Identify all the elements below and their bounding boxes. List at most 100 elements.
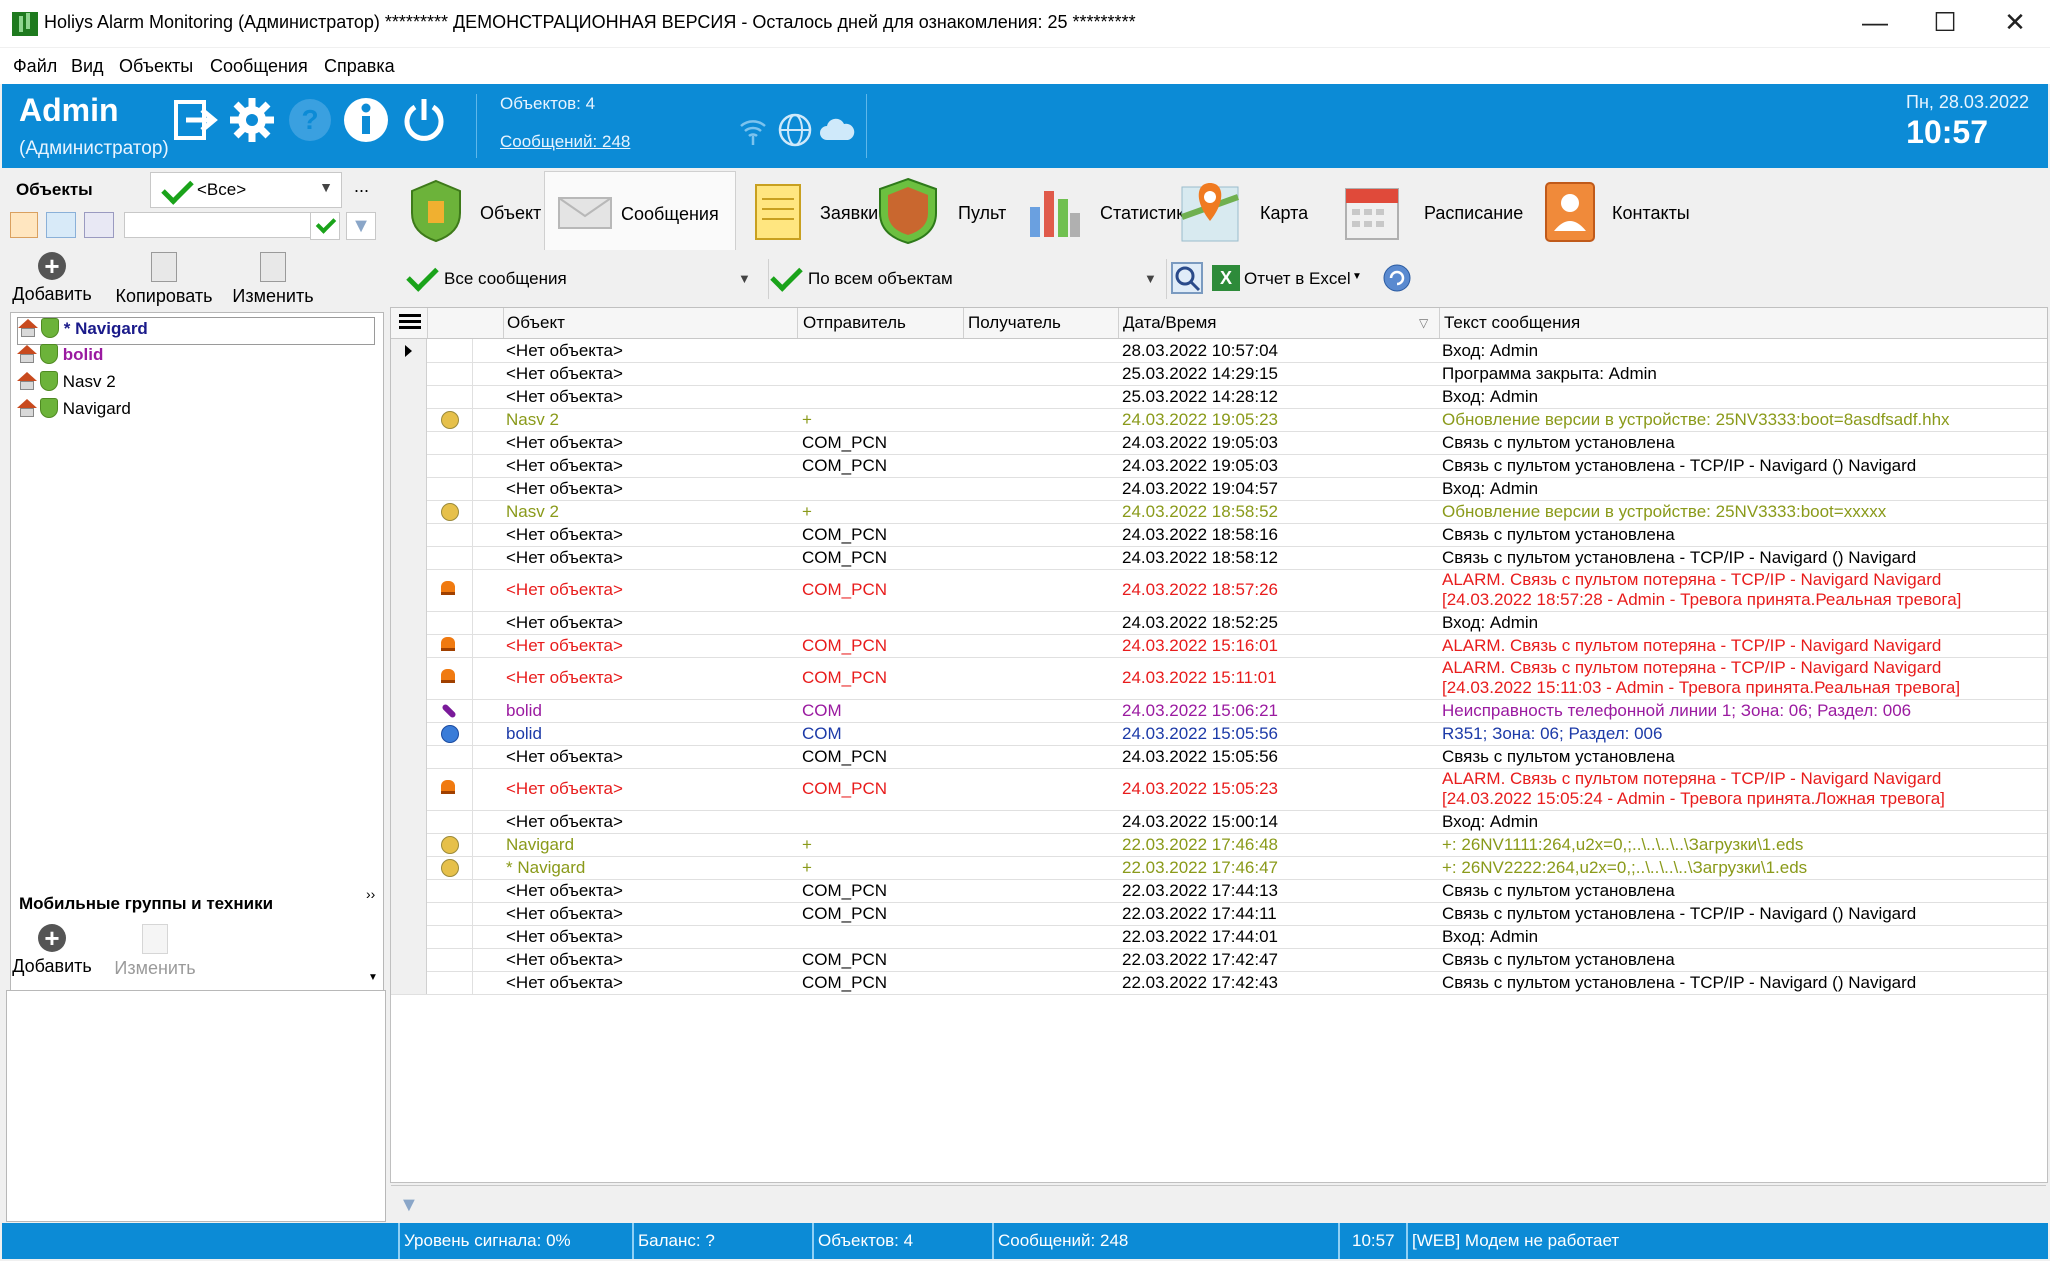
tab-console[interactable]: Пульт xyxy=(878,171,1008,249)
binoculars-icon[interactable] xyxy=(84,212,114,238)
row-selector[interactable] xyxy=(391,477,427,500)
row-selector[interactable] xyxy=(391,768,427,810)
tree-item-navigard[interactable]: Navigard xyxy=(17,398,131,424)
tree-item-bolid[interactable]: bolid xyxy=(17,344,103,370)
objects-filter-combo[interactable]: <Все> ▼ xyxy=(150,172,342,208)
copy-object-button[interactable]: Копировать xyxy=(112,252,216,307)
dropdown-arrow-icon[interactable]: ▼ xyxy=(368,972,378,983)
row-selector[interactable] xyxy=(391,948,427,971)
row-selector[interactable] xyxy=(391,902,427,925)
info-icon[interactable] xyxy=(342,96,390,144)
row-selector[interactable] xyxy=(391,523,427,546)
tab-contacts[interactable]: Контакты xyxy=(1532,171,1702,249)
funnel-filter-icon[interactable]: ▼ xyxy=(399,1194,419,1216)
row-selector[interactable] xyxy=(391,500,427,523)
table-row[interactable]: <Нет объекта> COM_PCN 24.03.2022 15:05:23 A… xyxy=(391,768,2047,811)
row-selector[interactable] xyxy=(391,971,427,994)
row-selector[interactable] xyxy=(391,454,427,477)
header-message-count-link[interactable]: Сообщений: 248 xyxy=(500,132,631,151)
tab-statistics[interactable]: Статистика xyxy=(1014,171,1195,249)
close-button[interactable]: ✕ xyxy=(2004,7,2026,37)
table-row[interactable]: <Нет объекта> 28.03.2022 10:57:04 Вход: Ad… xyxy=(391,339,2047,363)
table-row[interactable]: <Нет объекта> COM_PCN 22.03.2022 17:42:47 С… xyxy=(391,948,2047,972)
table-row[interactable]: <Нет объекта> COM_PCN 24.03.2022 19:05:03 С… xyxy=(391,431,2047,455)
row-selector[interactable] xyxy=(391,611,427,634)
add-mobile-group-button[interactable]: + Добавить xyxy=(12,924,92,977)
table-row[interactable]: <Нет объекта> COM_PCN 22.03.2022 17:42:43 С… xyxy=(391,971,2047,995)
row-selector[interactable] xyxy=(391,699,427,722)
table-row[interactable]: <Нет объекта> COM_PCN 24.03.2022 15:05:56 С… xyxy=(391,745,2047,769)
table-row[interactable]: <Нет объекта> 22.03.2022 17:44:01 Вход: Ad… xyxy=(391,925,2047,949)
row-selector[interactable] xyxy=(391,856,427,879)
row-selector[interactable] xyxy=(391,546,427,569)
tab-messages[interactable]: Сообщения xyxy=(544,171,736,250)
network-filter-icon[interactable] xyxy=(46,212,76,238)
table-row[interactable]: <Нет объекта> COM_PCN 24.03.2022 15:11:01 A… xyxy=(391,657,2047,700)
row-selector[interactable] xyxy=(391,634,427,657)
table-row[interactable]: <Нет объекта> 24.03.2022 19:04:57 Вход: Ad… xyxy=(391,477,2047,501)
tree-item-nasv2[interactable]: Nasv 2 xyxy=(17,371,116,397)
row-selector[interactable] xyxy=(391,879,427,902)
row-selector[interactable] xyxy=(391,569,427,611)
table-row[interactable]: <Нет объекта> 25.03.2022 14:29:15 Программ… xyxy=(391,362,2047,386)
table-row[interactable]: <Нет объекта> COM_PCN 24.03.2022 15:16:01 A… xyxy=(391,634,2047,658)
menu-objects[interactable]: Объекты xyxy=(119,56,194,76)
help-icon[interactable]: ? xyxy=(286,96,334,144)
edit-mobile-group-button[interactable]: Изменить xyxy=(112,924,198,979)
expand-chevron-icon[interactable]: ›› xyxy=(366,886,376,902)
table-row[interactable]: <Нет объекта> COM_PCN 24.03.2022 19:05:03 С… xyxy=(391,454,2047,478)
add-object-button[interactable]: + Добавить xyxy=(12,252,92,305)
column-header-datetime[interactable]: Дата/Время xyxy=(1123,313,1217,332)
table-row[interactable]: bolid COM 24.03.2022 15:06:21 Неисправность… xyxy=(391,699,2047,723)
table-row[interactable]: <Нет объекта> 24.03.2022 15:00:14 Вход: Ad… xyxy=(391,810,2047,834)
table-row[interactable]: bolid COM 24.03.2022 15:05:56 R351; Зона: 0… xyxy=(391,722,2047,746)
table-row[interactable]: Nasv 2 +24.03.2022 19:05:23 Обновление вер… xyxy=(391,408,2047,432)
search-preview-icon[interactable] xyxy=(1170,261,1204,295)
apply-filter-button[interactable] xyxy=(310,212,340,240)
table-row[interactable]: <Нет объекта> 24.03.2022 18:52:25 Вход: Ad… xyxy=(391,611,2047,635)
column-header-sender[interactable]: Отправитель xyxy=(803,313,906,332)
row-selector[interactable] xyxy=(391,408,427,431)
power-icon[interactable] xyxy=(400,96,448,144)
alarm-siren-filter-icon[interactable] xyxy=(10,212,38,238)
table-row[interactable]: <Нет объекта> COM_PCN 24.03.2022 18:58:16 С… xyxy=(391,523,2047,547)
table-row[interactable]: <Нет объекта> 25.03.2022 14:28:12 Вход: Ad… xyxy=(391,385,2047,409)
logout-icon[interactable] xyxy=(172,96,220,144)
menu-file[interactable]: Файл xyxy=(13,56,58,76)
table-row[interactable]: Nasv 2 +24.03.2022 18:58:52 Обновление вер… xyxy=(391,500,2047,524)
row-selector[interactable] xyxy=(391,362,427,385)
funnel-filter-icon[interactable]: ▼ xyxy=(346,212,376,240)
edit-object-button[interactable]: Изменить xyxy=(230,252,316,307)
maximize-button[interactable]: ☐ xyxy=(1933,7,1957,37)
row-selector[interactable] xyxy=(391,925,427,948)
row-selector[interactable] xyxy=(391,745,427,768)
table-row[interactable]: <Нет объекта> COM_PCN 24.03.2022 18:58:12 С… xyxy=(391,546,2047,570)
tab-requests[interactable]: Заявки xyxy=(740,171,878,249)
row-selector[interactable] xyxy=(391,657,427,699)
column-header-text[interactable]: Текст сообщения xyxy=(1444,313,1581,332)
row-selector[interactable] xyxy=(391,722,427,745)
tab-object[interactable]: Объект xyxy=(396,171,541,249)
settings-gear-icon[interactable] xyxy=(228,96,276,144)
objects-more-button[interactable]: ... xyxy=(354,176,370,196)
column-header-object[interactable]: Объект xyxy=(507,313,565,332)
tab-map[interactable]: Карта xyxy=(1180,171,1330,249)
column-header-recipient[interactable]: Получатель xyxy=(968,313,1061,332)
table-row[interactable]: * Navigard +22.03.2022 17:46:47 +: 26NV222… xyxy=(391,856,2047,880)
refresh-icon[interactable] xyxy=(1382,263,1412,293)
row-selector[interactable] xyxy=(391,431,427,454)
row-selector[interactable] xyxy=(391,385,427,408)
table-row[interactable]: <Нет объекта> COM_PCN 24.03.2022 18:57:26 A… xyxy=(391,569,2047,612)
table-row[interactable]: Navigard +22.03.2022 17:46:48 +: 26NV1111:… xyxy=(391,833,2047,857)
table-row[interactable]: <Нет объекта> COM_PCN 22.03.2022 17:44:11 С… xyxy=(391,902,2047,926)
row-selector[interactable] xyxy=(391,339,427,362)
objects-search-input[interactable] xyxy=(124,212,312,238)
tree-item-navigard-star[interactable]: * Navigard xyxy=(17,317,375,345)
table-row[interactable]: <Нет объекта> COM_PCN 22.03.2022 17:44:13 С… xyxy=(391,879,2047,903)
tab-schedule[interactable]: Расписание xyxy=(1336,171,1526,249)
row-selector[interactable] xyxy=(391,810,427,833)
row-selector[interactable] xyxy=(391,833,427,856)
menu-view[interactable]: Вид xyxy=(71,56,104,76)
column-chooser-icon[interactable] xyxy=(399,314,421,330)
menu-help[interactable]: Справка xyxy=(324,56,395,76)
